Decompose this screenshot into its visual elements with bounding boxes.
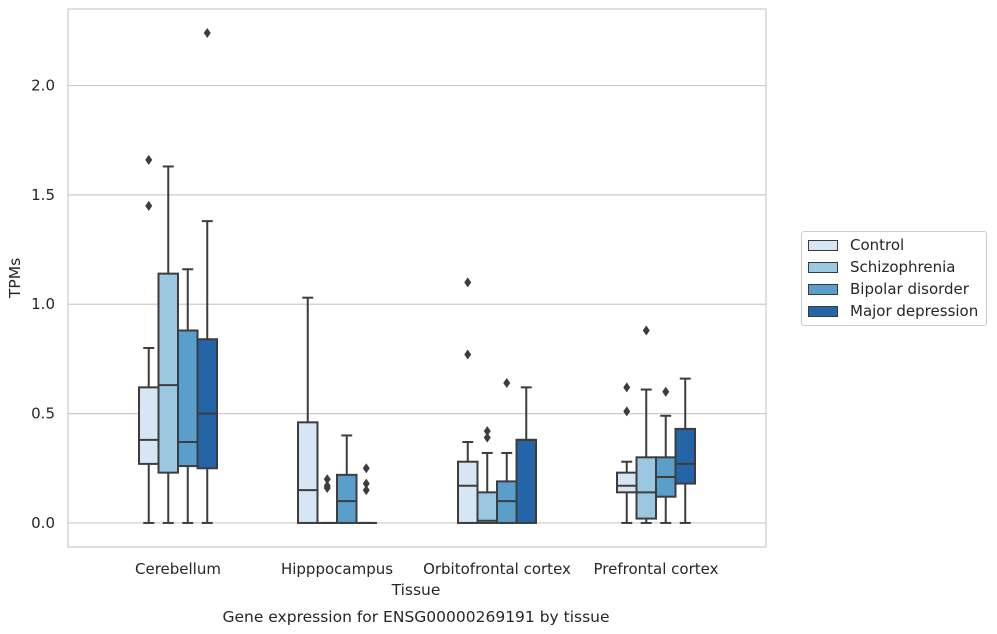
- x-tick-labels: Cerebellum Hipppocampus Orbitofrontal cort…: [135, 560, 719, 578]
- box-control-hipppocampus: [297, 296, 319, 524]
- box-body: [297, 421, 319, 524]
- outlier-point: [503, 377, 511, 388]
- outlier-point: [464, 277, 472, 288]
- box-schizophrenia-orbitofrontal-cortex: [476, 426, 498, 524]
- legend-label-bipolar-disorder: Bipolar disorder: [850, 280, 969, 298]
- y-tick-label: 1.5: [31, 186, 55, 204]
- box-schizophrenia-prefrontal-cortex: [635, 325, 657, 524]
- box-bipolar-disorder-hipppocampus: [336, 434, 358, 524]
- x-tick-label-cerebellum: Cerebellum: [135, 560, 221, 578]
- outlier-point: [464, 349, 472, 360]
- box-body: [674, 427, 696, 485]
- y-tick-label: 1.0: [31, 295, 55, 313]
- outlier-point: [323, 474, 331, 485]
- legend-item-schizophrenia: Schizophrenia: [808, 257, 955, 277]
- box-major-depression-cerebellum: [196, 28, 218, 524]
- x-tick-label-hipppocampus: Hipppocampus: [281, 560, 393, 578]
- outlier-point: [362, 463, 370, 474]
- box-control-orbitofrontal-cortex: [457, 277, 479, 524]
- box-bipolar-disorder-orbitofrontal-cortex: [496, 377, 518, 524]
- boxes-layer: [138, 28, 696, 524]
- legend-swatch-control: [808, 239, 838, 251]
- box-body: [196, 338, 218, 470]
- box-body: [635, 456, 657, 520]
- legend-label-major-depression: Major depression: [850, 302, 979, 320]
- y-tick-label: 2.0: [31, 77, 55, 95]
- legend-item-control: Control: [808, 235, 904, 255]
- box-body: [138, 386, 160, 465]
- box-major-depression-prefrontal-cortex: [674, 377, 696, 524]
- box-body: [177, 329, 199, 468]
- outlier-point: [362, 478, 370, 489]
- outlier-point: [642, 325, 650, 336]
- x-tick-label-prefrontal-cortex: Prefrontal cortex: [594, 560, 719, 578]
- box-major-depression-hipppocampus: [355, 463, 377, 524]
- box-schizophrenia-cerebellum: [157, 165, 179, 524]
- legend-swatch-schizophrenia: [808, 261, 838, 273]
- box-bipolar-disorder-cerebellum: [177, 268, 199, 524]
- box-major-depression-orbitofrontal-cortex: [515, 386, 537, 524]
- outlier-point: [203, 28, 211, 39]
- outlier-point: [362, 485, 370, 496]
- legend: Control Schizophrenia Bipolar disorder M…: [801, 231, 987, 326]
- box-bipolar-disorder-prefrontal-cortex: [655, 386, 677, 524]
- box-body: [336, 473, 358, 524]
- box-body: [476, 491, 498, 524]
- y-axis-label: TPMs: [6, 258, 24, 299]
- y-tick-label: 0.5: [31, 405, 55, 423]
- chart-title: Gene expression for ENSG00000269191 by t…: [222, 608, 609, 626]
- legend-swatch-major-depression: [808, 305, 838, 317]
- outlier-point: [323, 480, 331, 491]
- box-control-prefrontal-cortex: [616, 382, 638, 524]
- outlier-point: [623, 382, 631, 393]
- box-body: [457, 460, 479, 524]
- y-tick-label: 0.0: [31, 514, 55, 532]
- legend-label-control: Control: [850, 236, 905, 254]
- x-axis-label: Tissue: [391, 581, 441, 599]
- box-body: [616, 471, 638, 494]
- outlier-point: [145, 154, 153, 165]
- outlier-point: [662, 386, 670, 397]
- x-tick-label-orbitofrontal-cortex: Orbitofrontal cortex: [423, 560, 571, 578]
- box-body: [515, 438, 537, 524]
- outlier-point: [483, 432, 491, 443]
- plot-area-frame: [67, 8, 767, 548]
- y-tick-labels: 0.0 0.5 1.0 1.5 2.0: [31, 77, 55, 532]
- outlier-point: [623, 406, 631, 417]
- outlier-point: [483, 426, 491, 437]
- box-schizophrenia-hipppocampus: [316, 474, 338, 524]
- legend-item-major-depression: Major depression: [808, 301, 978, 321]
- box-body: [496, 480, 518, 524]
- legend-item-bipolar-disorder: Bipolar disorder: [808, 279, 969, 299]
- legend-label-schizophrenia: Schizophrenia: [850, 258, 956, 276]
- legend-swatch-bipolar-disorder: [808, 283, 838, 295]
- box-control-cerebellum: [138, 154, 160, 524]
- box-body: [157, 272, 179, 474]
- outlier-point: [145, 200, 153, 211]
